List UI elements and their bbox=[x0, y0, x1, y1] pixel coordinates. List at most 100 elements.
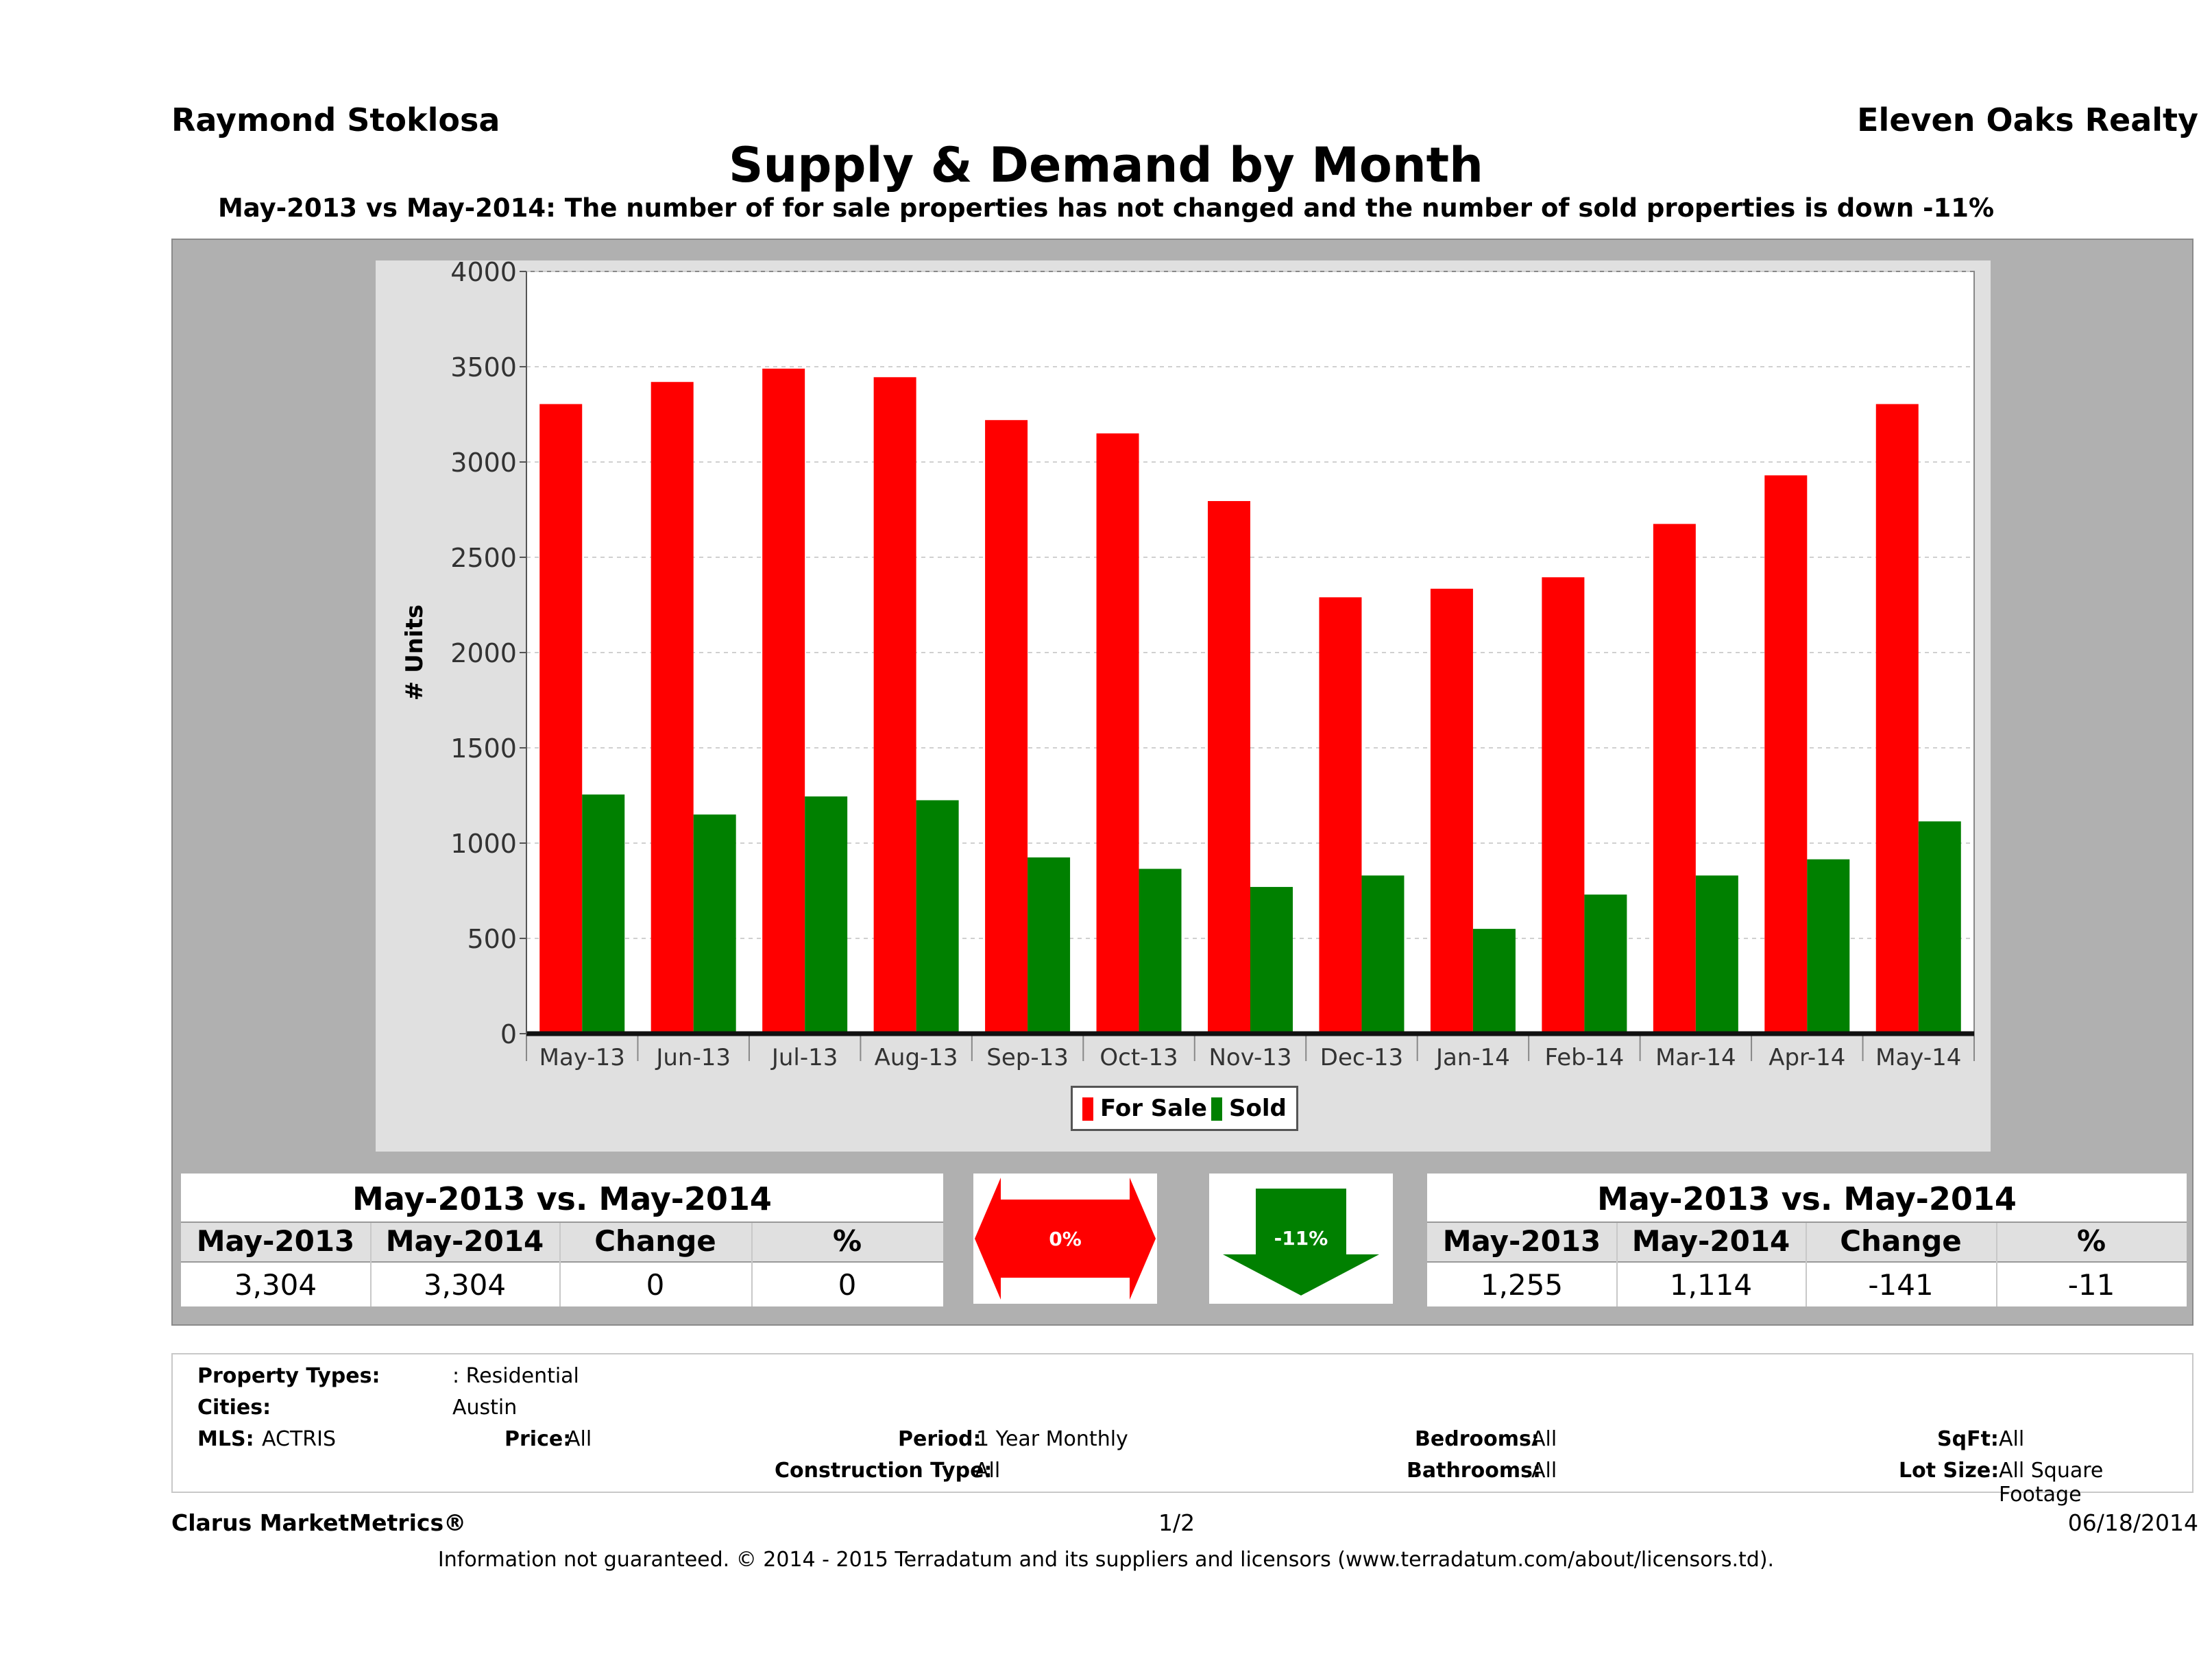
y-tick-label: 2000 bbox=[450, 638, 517, 668]
bar-for-sale bbox=[1208, 500, 1250, 1034]
bar-for-sale bbox=[1542, 577, 1585, 1034]
y-tick-label: 2500 bbox=[450, 543, 517, 573]
bar-for-sale bbox=[1319, 597, 1362, 1034]
agent-name: Raymond Stoklosa bbox=[171, 101, 500, 138]
y-tick-label: 3000 bbox=[450, 448, 517, 478]
bar-for-sale bbox=[1096, 433, 1139, 1034]
bathrooms-label: Bathrooms: bbox=[1407, 1459, 1541, 1483]
for-sale-badge-text: 0% bbox=[1049, 1228, 1082, 1250]
down-arrow-icon: -11% bbox=[1223, 1189, 1379, 1296]
x-tick-label: May-13 bbox=[539, 1044, 625, 1071]
x-tick-label: Oct-13 bbox=[1099, 1044, 1178, 1071]
bar-sold bbox=[693, 814, 736, 1034]
bar-chart: 0 500 1000 1500 2000 2500 3000 3500 4000 # Units M… bbox=[401, 257, 1975, 1071]
x-tick-label: Apr-14 bbox=[1769, 1044, 1845, 1071]
bar-for-sale bbox=[1875, 404, 1919, 1034]
sold-stats-title: May-2013 vs. May-2014 bbox=[1597, 1180, 2017, 1217]
price-value: All bbox=[566, 1427, 592, 1451]
bar-sold bbox=[805, 796, 848, 1034]
for-sale-header-percent: % bbox=[832, 1224, 862, 1258]
report-title: Supply & Demand by Month bbox=[729, 137, 1483, 193]
search-criteria-box: Property Types: : Residential Cities: Au… bbox=[171, 1353, 2193, 1507]
lot-size-value: All Square Footage bbox=[1999, 1459, 2104, 1507]
cities-value: Austin bbox=[452, 1396, 518, 1420]
sold-value-may-2013: 1,255 bbox=[1480, 1268, 1564, 1302]
report-date: 06/18/2014 bbox=[2067, 1509, 2198, 1536]
sold-change-badge: -11% bbox=[1209, 1174, 1393, 1304]
sold-header-may-2013: May-2013 bbox=[1442, 1224, 1601, 1258]
for-sale-stats-title: May-2013 vs. May-2014 bbox=[352, 1180, 772, 1217]
x-tick-label: Aug-13 bbox=[875, 1044, 958, 1071]
bar-for-sale bbox=[539, 404, 583, 1034]
sold-stats-table: May-2013 vs. May-2014 May-2013 May-2014 … bbox=[1427, 1174, 2187, 1306]
sold-badge-text: -11% bbox=[1274, 1227, 1328, 1250]
sold-value-may-2014: 1,114 bbox=[1669, 1268, 1753, 1302]
for-sale-value-change: 0 bbox=[646, 1268, 665, 1302]
x-tick-label: Jan-14 bbox=[1435, 1044, 1510, 1071]
sold-col-divider bbox=[1616, 1223, 1618, 1306]
bar-sold bbox=[582, 794, 625, 1034]
bar-for-sale bbox=[1764, 475, 1808, 1034]
y-tick-label: 500 bbox=[467, 924, 517, 954]
y-tick-label: 3500 bbox=[450, 352, 517, 382]
for-sale-stats-table: May-2013 vs. May-2014 May-2013 May-2014 … bbox=[181, 1174, 943, 1306]
sqft-value: All bbox=[1999, 1427, 2025, 1451]
x-tick-label: Feb-14 bbox=[1545, 1044, 1625, 1071]
for-sale-change-badge: 0% bbox=[973, 1174, 1157, 1304]
sold-value-change: -141 bbox=[1868, 1268, 1934, 1302]
chart-legend: For Sale Sold bbox=[1071, 1086, 1298, 1131]
y-tick-label: 1500 bbox=[450, 733, 517, 764]
x-tick-label: Dec-13 bbox=[1320, 1044, 1403, 1071]
bar-for-sale bbox=[762, 368, 805, 1034]
y-tick-label: 1000 bbox=[450, 829, 517, 859]
sqft-label: SqFt: bbox=[1937, 1427, 1999, 1451]
x-tick-label: Nov-13 bbox=[1209, 1044, 1292, 1071]
mls-value: ACTRIS bbox=[262, 1427, 337, 1451]
bar-sold bbox=[1807, 859, 1850, 1034]
for-sale-col-divider bbox=[370, 1223, 372, 1306]
bar-sold bbox=[1695, 875, 1738, 1034]
bar-for-sale bbox=[985, 420, 1028, 1034]
bedrooms-label: Bedrooms: bbox=[1415, 1427, 1540, 1451]
product-name: Clarus MarketMetrics® bbox=[171, 1509, 467, 1536]
bedrooms-value: All bbox=[1531, 1427, 1557, 1451]
sold-header-change: Change bbox=[1840, 1224, 1962, 1258]
bar-for-sale bbox=[651, 382, 694, 1034]
sold-stats-header-row bbox=[1427, 1221, 2187, 1263]
sold-value-percent: -11 bbox=[2067, 1268, 2115, 1302]
period-value: 1 Year Monthly bbox=[976, 1427, 1128, 1451]
x-tick-label: Jun-13 bbox=[655, 1044, 731, 1071]
price-label: Price: bbox=[505, 1427, 572, 1451]
for-sale-value-percent: 0 bbox=[838, 1268, 857, 1302]
bar-for-sale bbox=[873, 377, 916, 1034]
for-sale-col-divider bbox=[751, 1223, 753, 1306]
bar-sold bbox=[1139, 868, 1182, 1034]
legend-label-sold: Sold bbox=[1229, 1095, 1287, 1122]
brokerage-name: Eleven Oaks Realty bbox=[1857, 101, 2198, 138]
bathrooms-value: All bbox=[1531, 1459, 1557, 1483]
disclaimer: Information not guaranteed. © 2014 - 201… bbox=[437, 1548, 1775, 1572]
construction-type-value: All bbox=[975, 1459, 1001, 1483]
x-tick-label: Mar-14 bbox=[1655, 1044, 1736, 1071]
x-tick-label: Sep-13 bbox=[986, 1044, 1069, 1071]
y-tick-label: 0 bbox=[500, 1019, 517, 1049]
construction-type-label: Construction Type: bbox=[775, 1459, 993, 1483]
legend-label-for-sale: For Sale bbox=[1100, 1095, 1207, 1122]
period-label: Period: bbox=[898, 1427, 982, 1451]
sold-col-divider bbox=[1806, 1223, 1807, 1306]
sold-header-may-2014: May-2014 bbox=[1631, 1224, 1790, 1258]
x-tick-label: Jul-13 bbox=[770, 1044, 838, 1071]
legend-swatch-sold bbox=[1211, 1097, 1222, 1121]
bar-sold bbox=[1918, 821, 1961, 1034]
double-arrow-icon: 0% bbox=[975, 1178, 1156, 1300]
for-sale-header-may-2014: May-2014 bbox=[385, 1224, 544, 1258]
mls-label: MLS: bbox=[197, 1427, 254, 1451]
sold-col-divider bbox=[1996, 1223, 1997, 1306]
bar-sold bbox=[1361, 875, 1405, 1034]
bar-for-sale bbox=[1430, 588, 1473, 1034]
page-number: 1/2 bbox=[1158, 1509, 1195, 1536]
bar-sold bbox=[1250, 886, 1293, 1034]
for-sale-value-may-2014: 3,304 bbox=[423, 1268, 507, 1302]
sold-header-percent: % bbox=[2076, 1224, 2106, 1258]
y-tick-label: 4000 bbox=[450, 257, 517, 287]
